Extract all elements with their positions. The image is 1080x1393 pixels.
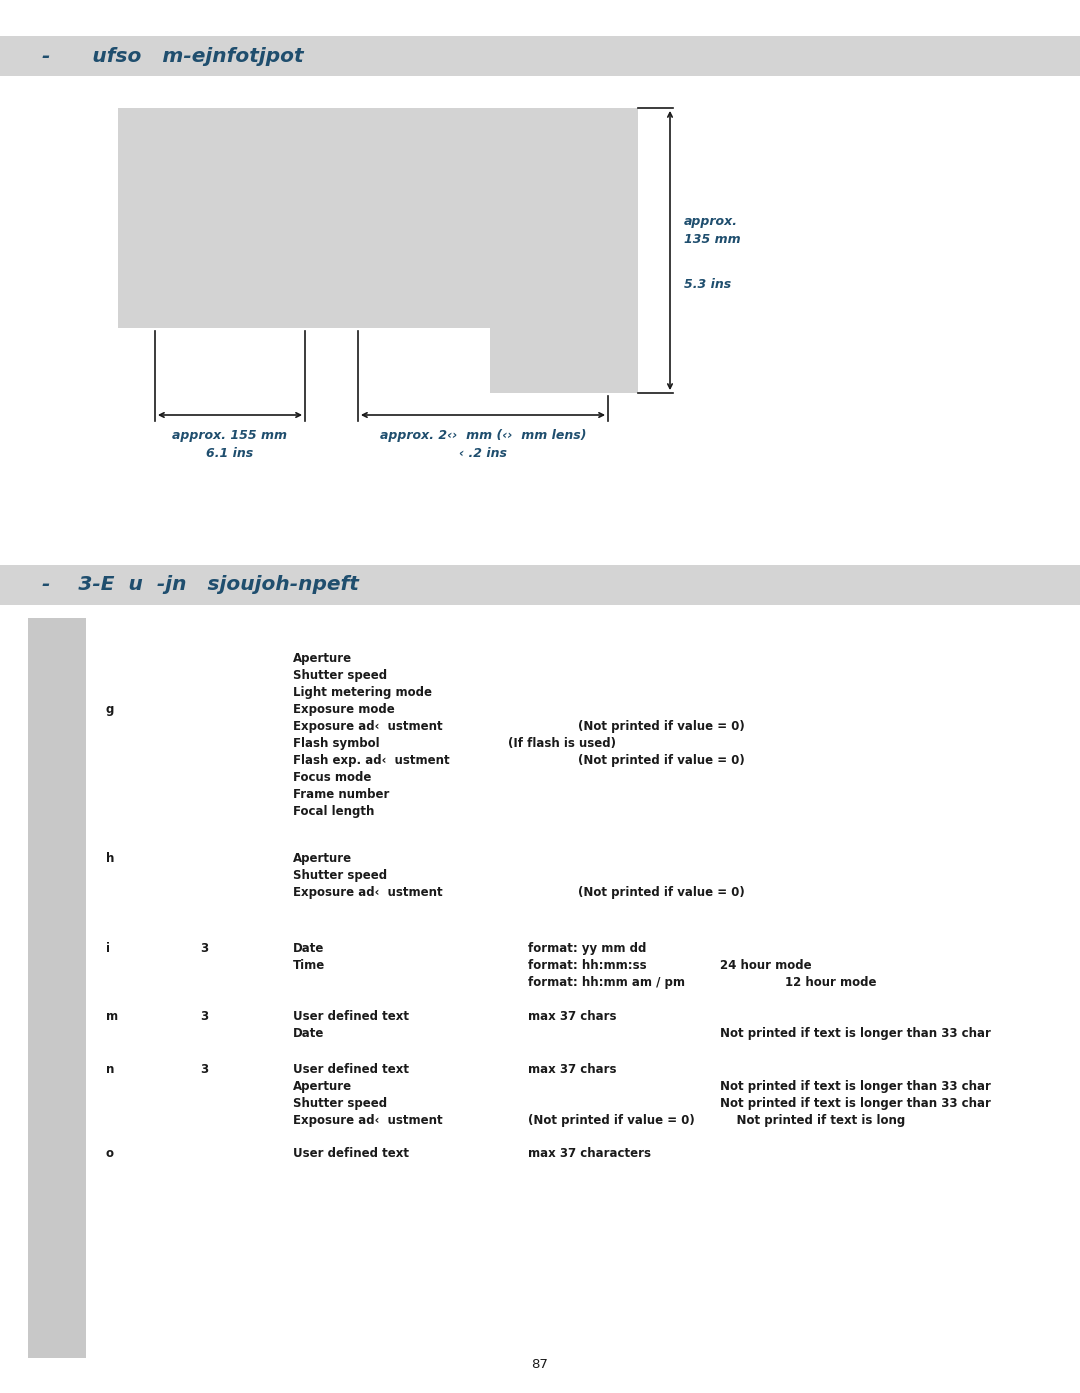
- Bar: [0, 36, 1080, 77]
- Text: o: o: [106, 1146, 114, 1160]
- Text: format: hh:mm:ss: format: hh:mm:ss: [528, 958, 647, 972]
- Text: Exposure ad‹  ustment: Exposure ad‹ ustment: [293, 720, 443, 733]
- Text: Aperture: Aperture: [293, 1080, 352, 1094]
- Text: Not printed if text is longer than 33 char: Not printed if text is longer than 33 ch…: [720, 1080, 990, 1094]
- Text: max 37 chars: max 37 chars: [528, 1010, 617, 1022]
- Text: n: n: [106, 1063, 114, 1075]
- Text: 24 hour mode: 24 hour mode: [720, 958, 812, 972]
- Text: Date: Date: [293, 942, 324, 956]
- Text: Shutter speed: Shutter speed: [293, 1098, 387, 1110]
- Text: i: i: [106, 942, 110, 956]
- Text: Flash exp. ad‹  ustment: Flash exp. ad‹ ustment: [293, 754, 449, 768]
- Text: Light metering mode: Light metering mode: [293, 685, 432, 699]
- Text: Not printed if text is longer than 33 char: Not printed if text is longer than 33 ch…: [720, 1027, 990, 1041]
- Text: ‹ .2 ins: ‹ .2 ins: [459, 447, 507, 460]
- Text: User defined text: User defined text: [293, 1146, 409, 1160]
- Text: Shutter speed: Shutter speed: [293, 669, 387, 683]
- Text: 12 hour mode: 12 hour mode: [785, 976, 877, 989]
- Text: max 37 characters: max 37 characters: [528, 1146, 651, 1160]
- Bar: [118, 109, 638, 327]
- Text: 3: 3: [200, 1010, 208, 1022]
- Text: Date: Date: [293, 1027, 324, 1041]
- Text: Frame number: Frame number: [293, 788, 390, 801]
- Text: -    3-E  u  -jn   sjoujoh-npeft: - 3-E u -jn sjoujoh-npeft: [42, 575, 359, 595]
- Text: (Not printed if value = 0): (Not printed if value = 0): [578, 720, 745, 733]
- Text: User defined text: User defined text: [293, 1063, 409, 1075]
- Text: Focus mode: Focus mode: [293, 770, 372, 784]
- Bar: [0, 566, 1080, 605]
- Text: approx.
135 mm: approx. 135 mm: [684, 215, 741, 247]
- Bar: [28, 618, 86, 1358]
- Text: Exposure ad‹  ustment: Exposure ad‹ ustment: [293, 1114, 443, 1127]
- Text: 87: 87: [531, 1358, 549, 1371]
- Text: Aperture: Aperture: [293, 652, 352, 664]
- Text: Focal length: Focal length: [293, 805, 375, 818]
- Text: Shutter speed: Shutter speed: [293, 869, 387, 882]
- Text: Not printed if text is longer than 33 char: Not printed if text is longer than 33 ch…: [720, 1098, 990, 1110]
- Text: (Not printed if value = 0): (Not printed if value = 0): [578, 754, 745, 768]
- Text: g: g: [106, 703, 114, 716]
- Text: 3: 3: [200, 1063, 208, 1075]
- Text: approx. 2‹›  mm (‹›  mm lens): approx. 2‹› mm (‹› mm lens): [380, 429, 586, 442]
- Text: Flash symbol: Flash symbol: [293, 737, 380, 749]
- Text: format: yy mm dd: format: yy mm dd: [528, 942, 646, 956]
- Text: 3: 3: [200, 942, 208, 956]
- Text: (Not printed if value = 0): (Not printed if value = 0): [578, 886, 745, 898]
- Text: (Not printed if value = 0): (Not printed if value = 0): [528, 1114, 694, 1127]
- Text: User defined text: User defined text: [293, 1010, 409, 1022]
- Text: max 37 chars: max 37 chars: [528, 1063, 617, 1075]
- Text: approx. 155 mm: approx. 155 mm: [173, 429, 287, 442]
- Text: Exposure ad‹  ustment: Exposure ad‹ ustment: [293, 886, 443, 898]
- Text: Not printed if text is long: Not printed if text is long: [720, 1114, 905, 1127]
- Text: format: hh:mm am / pm: format: hh:mm am / pm: [528, 976, 685, 989]
- Bar: [490, 327, 638, 393]
- Text: -      ufso   m-ejnfotjpot: - ufso m-ejnfotjpot: [42, 46, 303, 65]
- Text: (If flash is used): (If flash is used): [508, 737, 616, 749]
- Text: h: h: [106, 853, 114, 865]
- Text: Exposure mode: Exposure mode: [293, 703, 395, 716]
- Text: m: m: [106, 1010, 118, 1022]
- Text: Time: Time: [293, 958, 325, 972]
- Text: 5.3 ins: 5.3 ins: [684, 279, 731, 291]
- Text: 6.1 ins: 6.1 ins: [206, 447, 254, 460]
- Text: Aperture: Aperture: [293, 853, 352, 865]
